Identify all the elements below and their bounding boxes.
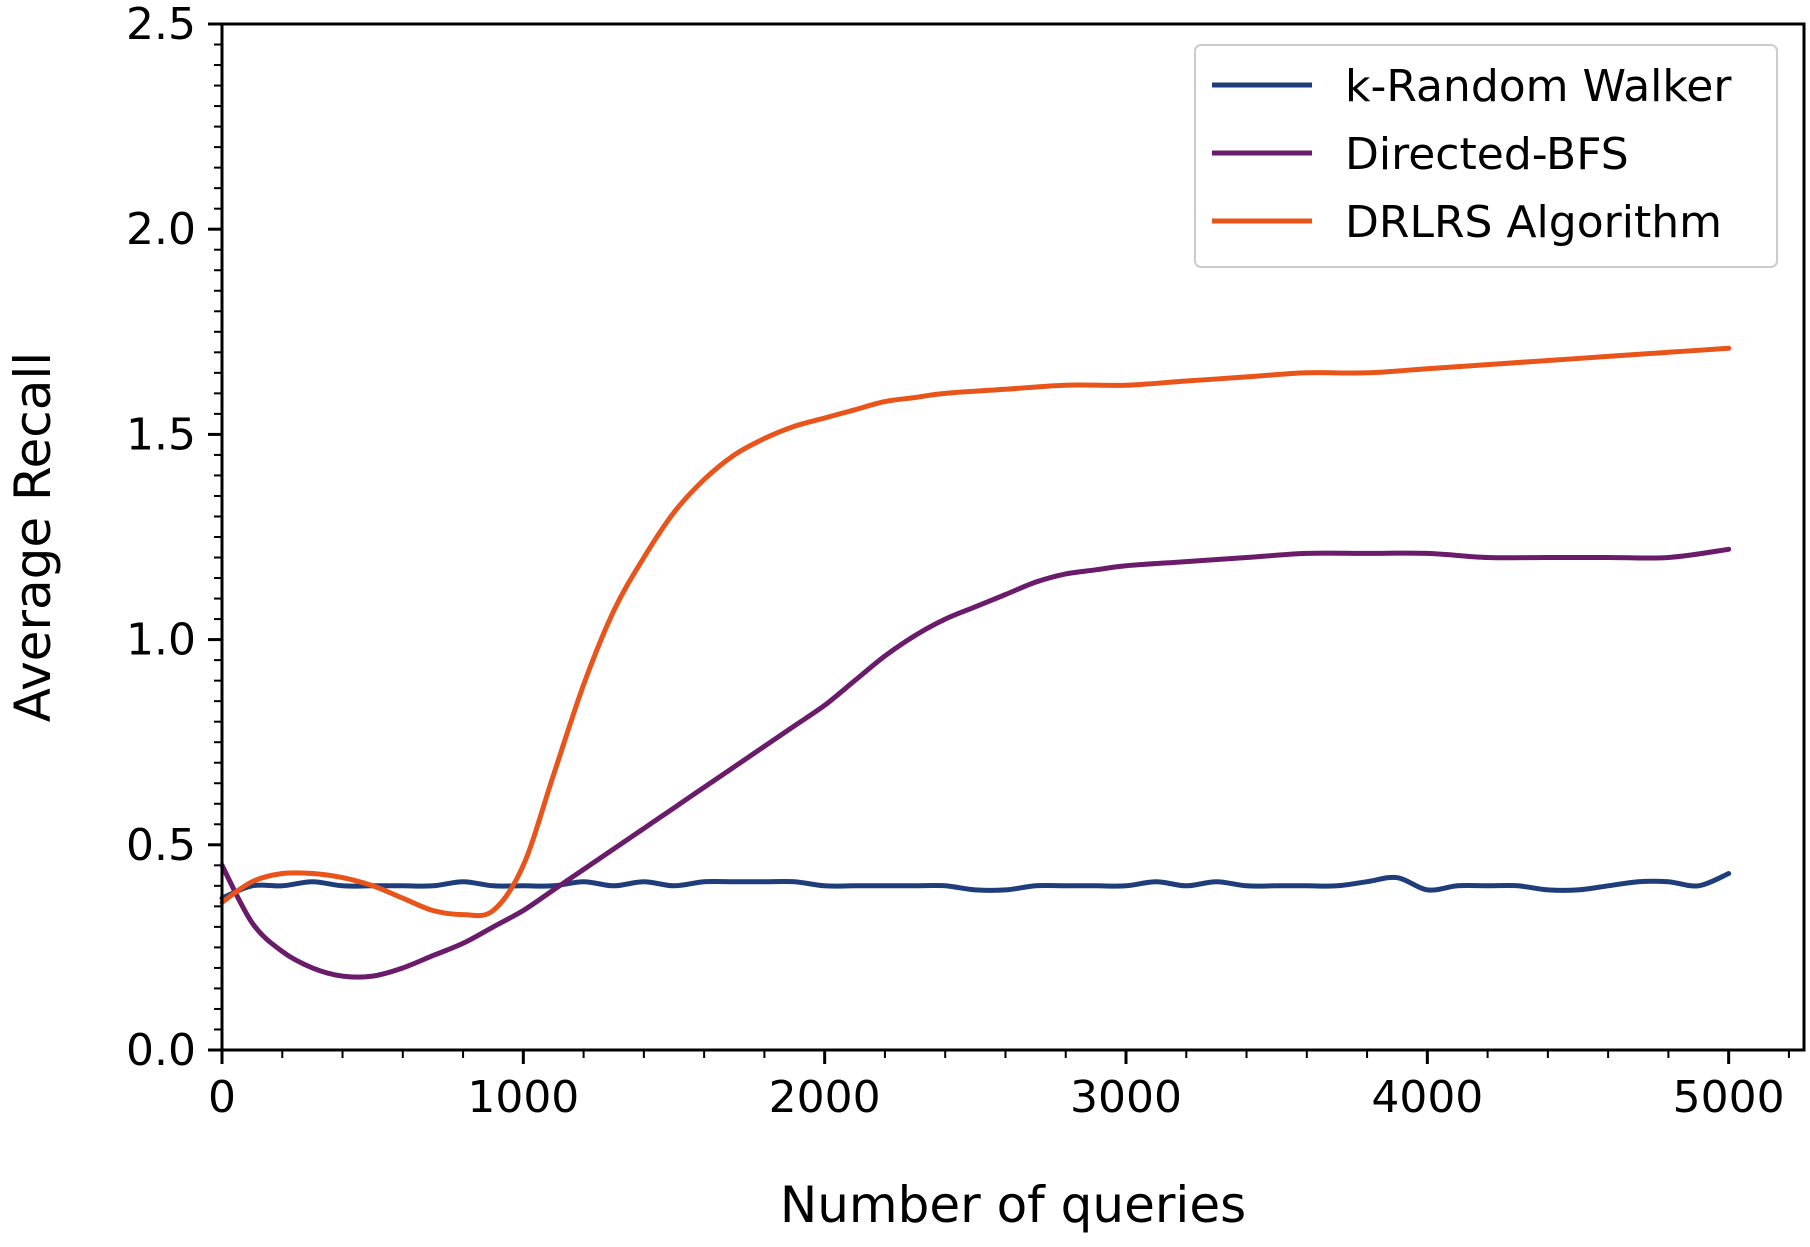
y-tick-label: 1.0 bbox=[126, 615, 196, 666]
series-layer bbox=[219, 345, 1732, 980]
x-tick-label: 5000 bbox=[1673, 1072, 1785, 1123]
legend: k-Random Walker Directed-BFS DRLRS Algor… bbox=[1194, 44, 1778, 268]
x-tick-label: 1000 bbox=[467, 1072, 579, 1123]
y-axis-title: Average Recall bbox=[4, 352, 62, 722]
x-tick-label: 0 bbox=[208, 1072, 236, 1123]
y-tick-label: 2.5 bbox=[126, 0, 196, 50]
y-tick-label: 0.5 bbox=[126, 820, 196, 871]
series-line-directed-bfs bbox=[219, 546, 1732, 980]
y-tick-label: 1.5 bbox=[126, 409, 196, 460]
x-tick-label: 3000 bbox=[1070, 1072, 1182, 1123]
legend-label-directed-bfs: Directed-BFS bbox=[1345, 129, 1629, 180]
y-tick-label: 2.0 bbox=[126, 204, 196, 255]
series-line-drlrs-algorithm bbox=[219, 345, 1732, 919]
legend-label-k-random-walker: k-Random Walker bbox=[1345, 61, 1732, 112]
series-line-k-random-walker bbox=[219, 871, 1732, 901]
legend-label-drlrs-algorithm: DRLRS Algorithm bbox=[1345, 197, 1722, 248]
tick-labels-layer: 0 1000 2000 3000 4000 5000 0.0 0.5 1.0 1.5 2.0 2.5 bbox=[126, 0, 1785, 1123]
plot-frame bbox=[220, 22, 1806, 1052]
x-tick-label: 2000 bbox=[769, 1072, 881, 1123]
y-tick-label: 0.0 bbox=[126, 1025, 196, 1076]
x-tick-label: 4000 bbox=[1371, 1072, 1483, 1123]
x-axis-title: Number of queries bbox=[780, 1176, 1246, 1234]
legend-box bbox=[1194, 44, 1778, 268]
